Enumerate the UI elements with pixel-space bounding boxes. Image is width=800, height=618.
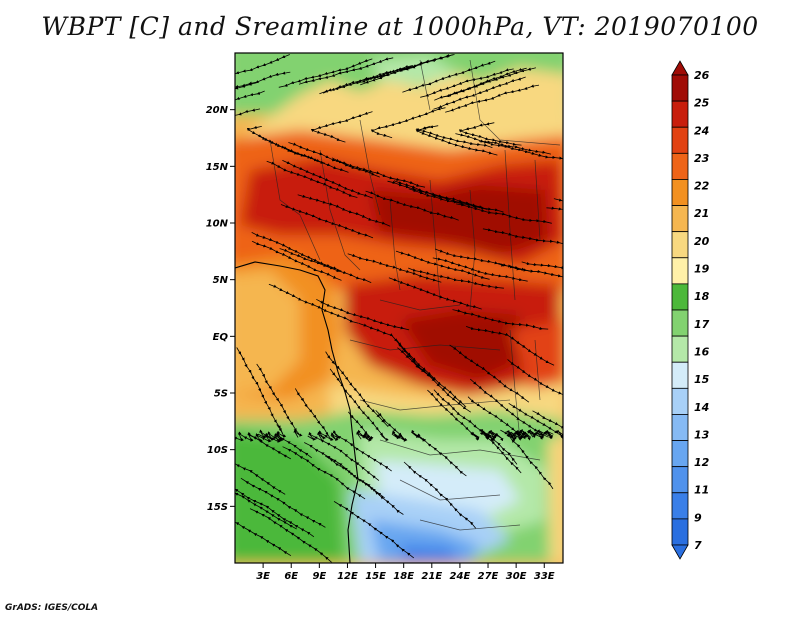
lon-tick-label: 15E: [365, 571, 386, 582]
colorbar-segment: [671, 440, 689, 468]
lon-tick-label: 12E: [337, 571, 358, 582]
colorbar-label: 21: [694, 207, 709, 220]
colorbar-label: 19: [694, 263, 710, 276]
colorbar-label: 17: [694, 318, 710, 331]
colorbar-segment: [671, 361, 689, 389]
streamlines: [235, 54, 563, 563]
streamline: [235, 90, 265, 120]
plot-title: WBPT [C] and Sreamline at 1000hPa, VT: 2…: [41, 12, 759, 41]
streamline: [465, 326, 555, 366]
colorbar-segment: [671, 126, 689, 154]
field-east-coast-yellow: [548, 435, 563, 563]
streamline: [482, 228, 563, 247]
streamline: [235, 54, 290, 84]
colorbar-segment: [671, 492, 689, 520]
map-frame: [234, 52, 564, 564]
colorbar-label: 24: [694, 124, 709, 137]
streamline: [479, 140, 563, 161]
lat-tick-label: 5N: [213, 275, 229, 286]
latitude-axis: 20N 15N 10N 5N EQ 5S 10S 15S: [206, 105, 235, 513]
colorbar-segment: [671, 231, 689, 259]
map-panel: [235, 53, 563, 563]
longitude-axis: 3E 6E 9E 12E 15E 18E 21E 24E 27E 30E 33E: [256, 563, 555, 582]
streamline: [310, 111, 373, 143]
streamline: [297, 194, 391, 227]
streamline: [532, 410, 563, 441]
grads-credit: GrADS: IGES/COLA: [5, 603, 99, 613]
lon-tick-label: 9E: [312, 571, 326, 582]
lon-tick-label: 6E: [284, 571, 298, 582]
streamline: [319, 65, 414, 95]
colorbar-label: 7: [694, 539, 702, 552]
lat-tick-label: 10N: [206, 219, 229, 230]
colorbar-label: 13: [694, 428, 710, 441]
colorbar-segment: [671, 100, 689, 128]
colorbar-segment: [671, 387, 689, 415]
lon-tick-label: 30E: [506, 571, 527, 582]
colorbar-bottom-arrow: [671, 544, 689, 560]
colorbar-label: 26: [694, 69, 710, 82]
colorbar-label: 20: [694, 235, 710, 248]
streamline: [235, 483, 297, 530]
field-south-deepblue: [400, 545, 460, 563]
streamline: [434, 67, 527, 101]
streamline: [408, 188, 504, 213]
lat-tick-label: 15N: [206, 162, 229, 173]
colorbar-label: 12: [694, 456, 710, 469]
streamline: [485, 429, 518, 465]
colorbar-segment: [671, 518, 689, 546]
colorbar-segment: [671, 179, 689, 206]
streamline: [397, 347, 472, 413]
colorbar-label: 11: [694, 484, 709, 497]
colorbar: 26 25 24 23 22 21 20 19 18 17 16 15 14 13 12 11 9 7: [671, 60, 710, 560]
lat-tick-label: EQ: [213, 332, 229, 343]
colorbar-segment: [671, 309, 689, 337]
streamline: [235, 82, 257, 109]
streamline: [370, 107, 446, 139]
colorbar-segment: [671, 283, 689, 311]
colorbar-label: 18: [694, 290, 710, 303]
lon-tick-label: 18E: [393, 571, 414, 582]
colorbar-segment: [671, 74, 689, 102]
colorbar-label: 9: [694, 511, 702, 524]
colorbar-top-arrow: [671, 60, 689, 76]
streamline: [294, 388, 334, 442]
colorbar-segment: [671, 335, 689, 363]
colorbar-label: 16: [694, 345, 710, 358]
lon-tick-label: 27E: [478, 571, 499, 582]
colorbar-label: 22: [694, 180, 710, 193]
lon-tick-label: 21E: [421, 571, 442, 582]
streamline: [553, 198, 563, 215]
streamline: [347, 253, 442, 283]
colorbar-label: 15: [694, 373, 710, 386]
streamline: [521, 261, 563, 275]
streamline: [288, 142, 380, 178]
streamline: [452, 309, 549, 331]
colorbar-segment: [671, 205, 689, 233]
streamline: [330, 429, 392, 472]
lon-tick-label: 33E: [534, 571, 555, 582]
colorbar-segment: [671, 466, 689, 494]
colorbar-segment: [671, 257, 689, 285]
lat-tick-label: 20N: [206, 105, 229, 116]
lat-tick-label: 15S: [207, 502, 228, 513]
lat-tick-label: 5S: [214, 389, 228, 400]
lon-tick-label: 24E: [450, 571, 471, 582]
lat-tick-label: 10S: [207, 445, 228, 456]
lon-tick-label: 3E: [256, 571, 270, 582]
colorbar-label: 23: [694, 152, 710, 165]
colorbar-label: 25: [694, 97, 710, 110]
streamline: [388, 277, 482, 310]
colorbar-label: 14: [694, 401, 709, 414]
colorbar-segment: [671, 414, 689, 441]
streamline: [411, 429, 467, 477]
streamline: [257, 429, 312, 459]
colorbar-segment: [671, 152, 689, 180]
wbpt-field: [235, 53, 563, 563]
